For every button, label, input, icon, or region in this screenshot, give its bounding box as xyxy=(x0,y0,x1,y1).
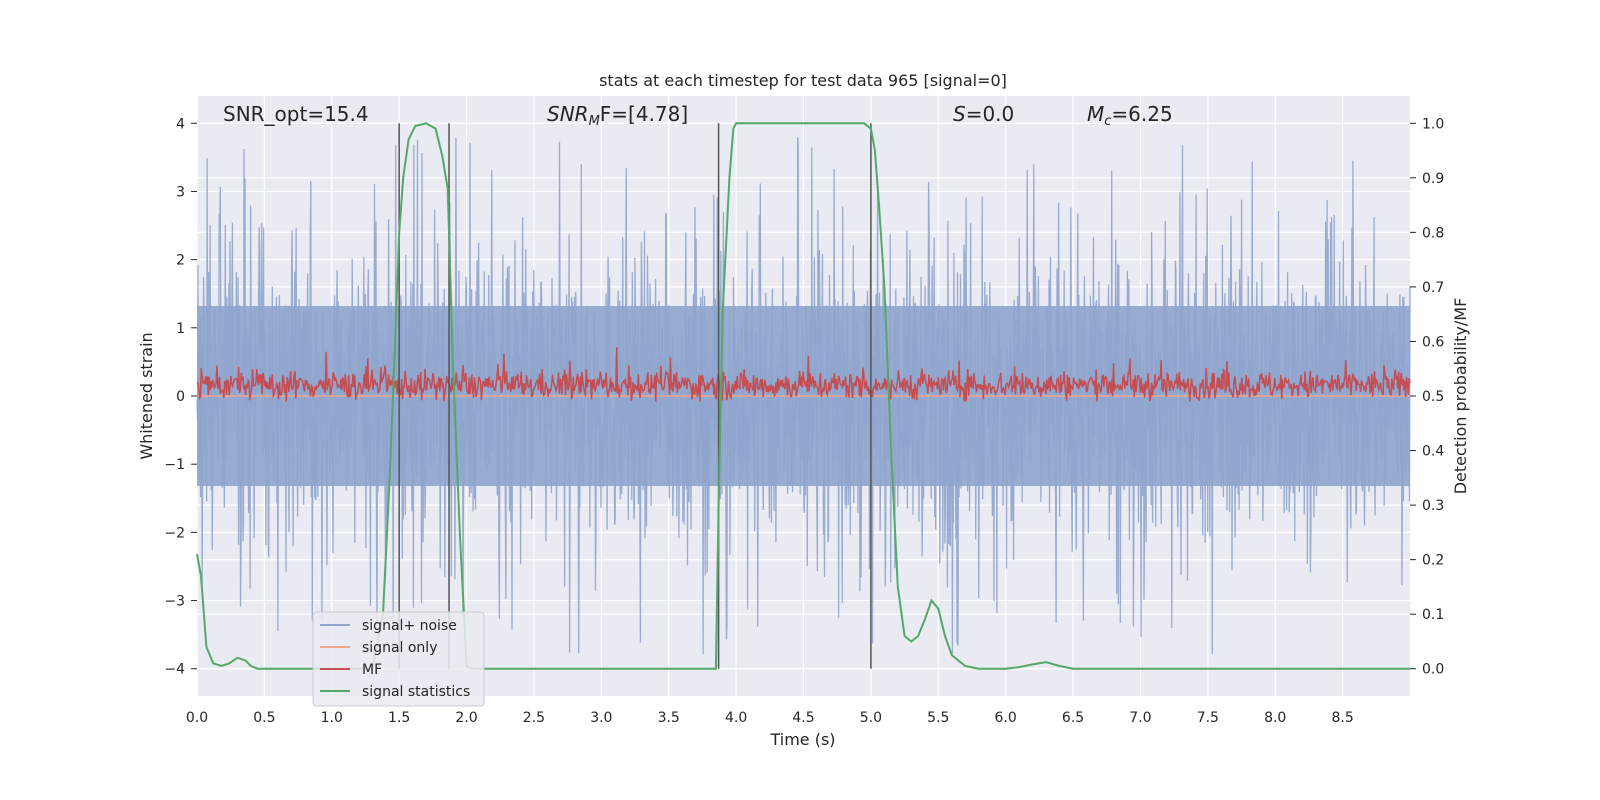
y-axis-ticks: 4 3 2 1 0 −1 −2 −3 −4 xyxy=(164,116,197,678)
x-axis-ticks: 0.0 0.5 1.0 1.5 2.0 2.5 3.0 3.5 4.0 4.5 5.0 5.5 6.0 6… xyxy=(186,710,1354,726)
legend-label-mf: MF xyxy=(362,662,382,678)
legend: signal+ noise signal only MF signal stat… xyxy=(312,611,485,707)
x-tick-label: 4.5 xyxy=(792,710,814,726)
x-axis-label: Time (s) xyxy=(769,730,835,749)
x-tick-label: 3.0 xyxy=(590,710,612,726)
x-tick-label: 0.0 xyxy=(186,710,208,726)
annotation-s: S=0.0 xyxy=(953,102,1014,126)
y-tick-label: 1 xyxy=(176,321,185,337)
y-tick-label: 2 xyxy=(176,253,185,269)
y-tick-label: 4 xyxy=(176,116,185,132)
y2-axis-ticks: 1.0 0.9 0.8 0.7 0.6 0.5 0.4 0.3 0.2 0.1 0.0 xyxy=(1410,116,1444,678)
y2-tick-label: 0.8 xyxy=(1422,225,1444,241)
legend-label-signal-noise: signal+ noise xyxy=(362,618,457,634)
y2-axis-label: Detection probability/MF xyxy=(1451,298,1470,495)
y2-tick-label: 0.1 xyxy=(1422,607,1444,623)
x-tick-label: 0.5 xyxy=(253,710,275,726)
y2-tick-label: 0.4 xyxy=(1422,444,1444,460)
y-tick-label: −4 xyxy=(164,662,185,678)
x-tick-label: 7.0 xyxy=(1129,710,1151,726)
y2-tick-label: 0.9 xyxy=(1422,171,1444,187)
legend-label-signal-only: signal only xyxy=(362,640,437,656)
x-tick-label: 8.0 xyxy=(1264,710,1286,726)
y-tick-label: −3 xyxy=(164,594,185,610)
chart-title: stats at each timestep for test data 965… xyxy=(599,71,1007,90)
x-tick-label: 2.0 xyxy=(455,710,477,726)
y2-tick-label: 1.0 xyxy=(1422,116,1444,132)
x-tick-label: 5.5 xyxy=(927,710,949,726)
y-tick-label: −2 xyxy=(164,525,185,541)
y2-tick-label: 0.2 xyxy=(1422,553,1444,569)
y2-tick-label: 0.6 xyxy=(1422,334,1444,350)
legend-label-signal-statistics: signal statistics xyxy=(362,684,470,700)
annotation-snr-mf: SNRMF=[4.78] xyxy=(547,102,688,129)
y-tick-label: 3 xyxy=(176,184,185,200)
y-tick-label: −1 xyxy=(164,457,185,473)
y-tick-label: 0 xyxy=(176,389,185,405)
x-tick-label: 7.5 xyxy=(1197,710,1219,726)
x-tick-label: 5.0 xyxy=(860,710,882,726)
y2-tick-label: 0.5 xyxy=(1422,389,1444,405)
x-tick-label: 3.5 xyxy=(658,710,680,726)
annotation-snr-opt: SNR_opt=15.4 xyxy=(223,102,369,126)
annotation-mc: Mc=6.25 xyxy=(1087,102,1173,129)
x-tick-label: 6.5 xyxy=(1062,710,1084,726)
x-tick-label: 1.0 xyxy=(321,710,343,726)
x-tick-label: 2.5 xyxy=(523,710,545,726)
y-axis-label: Whitened strain xyxy=(137,332,156,459)
legend-box xyxy=(312,611,485,707)
x-tick-label: 4.0 xyxy=(725,710,747,726)
x-tick-label: 1.5 xyxy=(388,710,410,726)
x-tick-label: 8.5 xyxy=(1331,710,1353,726)
y2-tick-label: 0.7 xyxy=(1422,280,1444,296)
x-tick-label: 6.0 xyxy=(995,710,1017,726)
y2-tick-label: 0.0 xyxy=(1422,662,1444,678)
y2-tick-label: 0.3 xyxy=(1422,498,1444,514)
